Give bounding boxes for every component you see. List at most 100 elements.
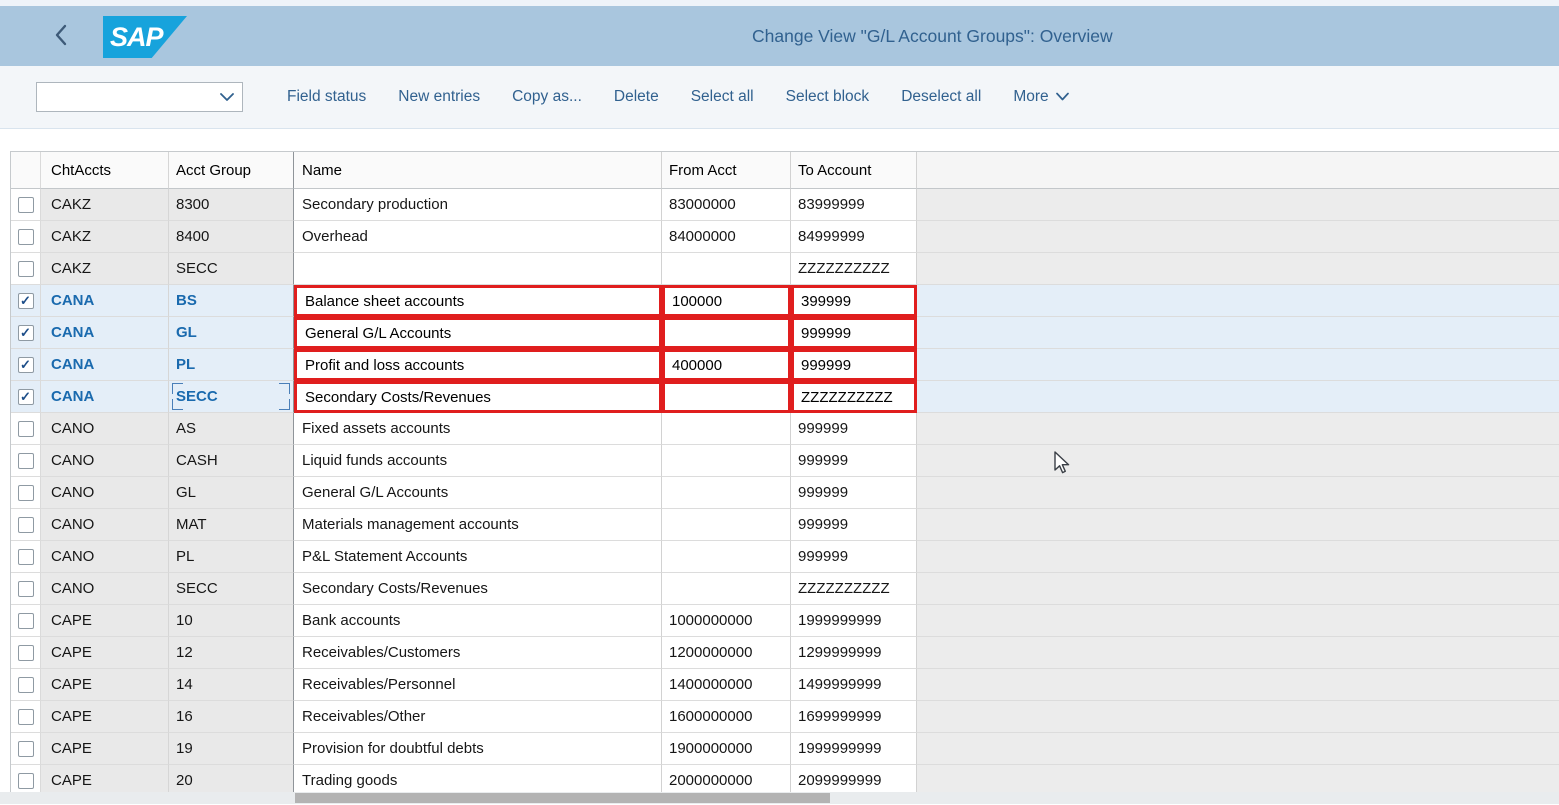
select-block-button[interactable]: Select block [770, 82, 886, 112]
cell-chtaccts[interactable]: CAKZ [41, 253, 169, 285]
cell-acct-group[interactable]: 8400 [169, 221, 294, 253]
cell-name[interactable]: Secondary Costs/Revenues [294, 381, 662, 413]
new-entries-button[interactable]: New entries [382, 82, 496, 112]
cell-chtaccts[interactable]: CANA [41, 285, 169, 317]
cell-acct-group[interactable]: AS [169, 413, 294, 445]
row-select-cell[interactable] [11, 541, 41, 573]
cell-from-acct[interactable] [662, 509, 791, 541]
cell-acct-group[interactable]: GL [169, 477, 294, 509]
cell-to-account[interactable]: 1699999999 [791, 701, 917, 733]
scrollbar-thumb[interactable] [295, 793, 830, 803]
row-checkbox[interactable] [17, 420, 34, 437]
row-checkbox[interactable] [17, 196, 34, 213]
cell-name[interactable] [294, 253, 662, 285]
cell-name[interactable]: Receivables/Other [294, 701, 662, 733]
cell-to-account[interactable]: 999999 [791, 541, 917, 573]
cell-acct-group[interactable]: CASH [169, 445, 294, 477]
cell-chtaccts[interactable]: CAPE [41, 765, 169, 797]
cell-name[interactable]: General G/L Accounts [294, 317, 662, 349]
row-checkbox[interactable] [17, 356, 34, 373]
row-checkbox[interactable] [17, 292, 34, 309]
cell-acct-group[interactable]: SECC [169, 253, 294, 285]
row-select-cell[interactable] [11, 605, 41, 637]
cell-from-acct[interactable]: 1400000000 [662, 669, 791, 701]
cell-chtaccts[interactable]: CAKZ [41, 221, 169, 253]
cell-chtaccts[interactable]: CAPE [41, 701, 169, 733]
cell-name[interactable]: Overhead [294, 221, 662, 253]
cell-chtaccts[interactable]: CANO [41, 445, 169, 477]
cell-name[interactable]: Liquid funds accounts [294, 445, 662, 477]
cell-acct-group[interactable]: 10 [169, 605, 294, 637]
row-select-cell[interactable] [11, 317, 41, 349]
cell-acct-group[interactable]: MAT [169, 509, 294, 541]
cell-to-account[interactable]: 1499999999 [791, 669, 917, 701]
cell-acct-group[interactable]: 8300 [169, 189, 294, 221]
cell-chtaccts[interactable]: CAPE [41, 669, 169, 701]
cell-name[interactable]: P&L Statement Accounts [294, 541, 662, 573]
cell-to-account[interactable]: 399999 [791, 285, 917, 317]
cell-chtaccts[interactable]: CAPE [41, 605, 169, 637]
row-select-cell[interactable] [11, 669, 41, 701]
cell-from-acct[interactable] [662, 541, 791, 573]
cell-chtaccts[interactable]: CAKZ [41, 189, 169, 221]
cell-to-account[interactable]: 999999 [791, 477, 917, 509]
row-select-cell[interactable] [11, 573, 41, 605]
cell-acct-group[interactable]: BS [169, 285, 294, 317]
row-checkbox[interactable] [17, 388, 34, 405]
cell-to-account[interactable]: ZZZZZZZZZZ [791, 253, 917, 285]
cell-acct-group[interactable]: GL [169, 317, 294, 349]
cell-chtaccts[interactable]: CANA [41, 349, 169, 381]
cell-to-account[interactable]: 999999 [791, 413, 917, 445]
cell-acct-group[interactable]: 20 [169, 765, 294, 797]
cell-chtaccts[interactable]: CANO [41, 477, 169, 509]
cell-name[interactable]: Bank accounts [294, 605, 662, 637]
row-select-cell[interactable] [11, 509, 41, 541]
more-button[interactable]: More [997, 82, 1084, 112]
row-checkbox[interactable] [17, 772, 34, 789]
row-checkbox[interactable] [17, 324, 34, 341]
row-select-cell[interactable] [11, 733, 41, 765]
row-select-cell[interactable] [11, 413, 41, 445]
cell-from-acct[interactable] [662, 253, 791, 285]
cell-to-account[interactable]: ZZZZZZZZZZ [791, 573, 917, 605]
cell-to-account[interactable]: 84999999 [791, 221, 917, 253]
row-select-cell[interactable] [11, 221, 41, 253]
row-checkbox[interactable] [17, 452, 34, 469]
cell-to-account[interactable]: 2099999999 [791, 765, 917, 797]
row-checkbox[interactable] [17, 228, 34, 245]
row-checkbox[interactable] [17, 708, 34, 725]
cell-from-acct[interactable]: 100000 [662, 285, 791, 317]
cell-acct-group[interactable]: SECC [169, 573, 294, 605]
row-checkbox[interactable] [17, 260, 34, 277]
cell-acct-group[interactable]: 12 [169, 637, 294, 669]
cell-from-acct[interactable] [662, 477, 791, 509]
cell-name[interactable]: Receivables/Customers [294, 637, 662, 669]
row-select-cell[interactable] [11, 701, 41, 733]
cell-name[interactable]: Provision for doubtful debts [294, 733, 662, 765]
cell-from-acct[interactable] [662, 317, 791, 349]
row-select-cell[interactable] [11, 637, 41, 669]
cell-from-acct[interactable] [662, 413, 791, 445]
horizontal-scrollbar[interactable] [0, 792, 1559, 804]
cell-acct-group[interactable]: 19 [169, 733, 294, 765]
cell-chtaccts[interactable]: CANA [41, 381, 169, 413]
cell-to-account[interactable]: 1999999999 [791, 733, 917, 765]
command-combobox[interactable] [36, 82, 243, 112]
cell-from-acct[interactable]: 1200000000 [662, 637, 791, 669]
cell-name[interactable]: Fixed assets accounts [294, 413, 662, 445]
cell-chtaccts[interactable]: CAPE [41, 733, 169, 765]
cell-chtaccts[interactable]: CAPE [41, 637, 169, 669]
row-select-cell[interactable] [11, 381, 41, 413]
cell-acct-group[interactable]: 14 [169, 669, 294, 701]
cell-name[interactable]: General G/L Accounts [294, 477, 662, 509]
row-select-cell[interactable] [11, 477, 41, 509]
cell-acct-group[interactable]: PL [169, 541, 294, 573]
cell-from-acct[interactable]: 83000000 [662, 189, 791, 221]
select-all-button[interactable]: Select all [675, 82, 770, 112]
field-status-button[interactable]: Field status [271, 82, 382, 112]
cell-chtaccts[interactable]: CANO [41, 413, 169, 445]
row-checkbox[interactable] [17, 516, 34, 533]
cell-to-account[interactable]: 999999 [791, 317, 917, 349]
back-button[interactable] [47, 21, 75, 51]
row-checkbox[interactable] [17, 612, 34, 629]
